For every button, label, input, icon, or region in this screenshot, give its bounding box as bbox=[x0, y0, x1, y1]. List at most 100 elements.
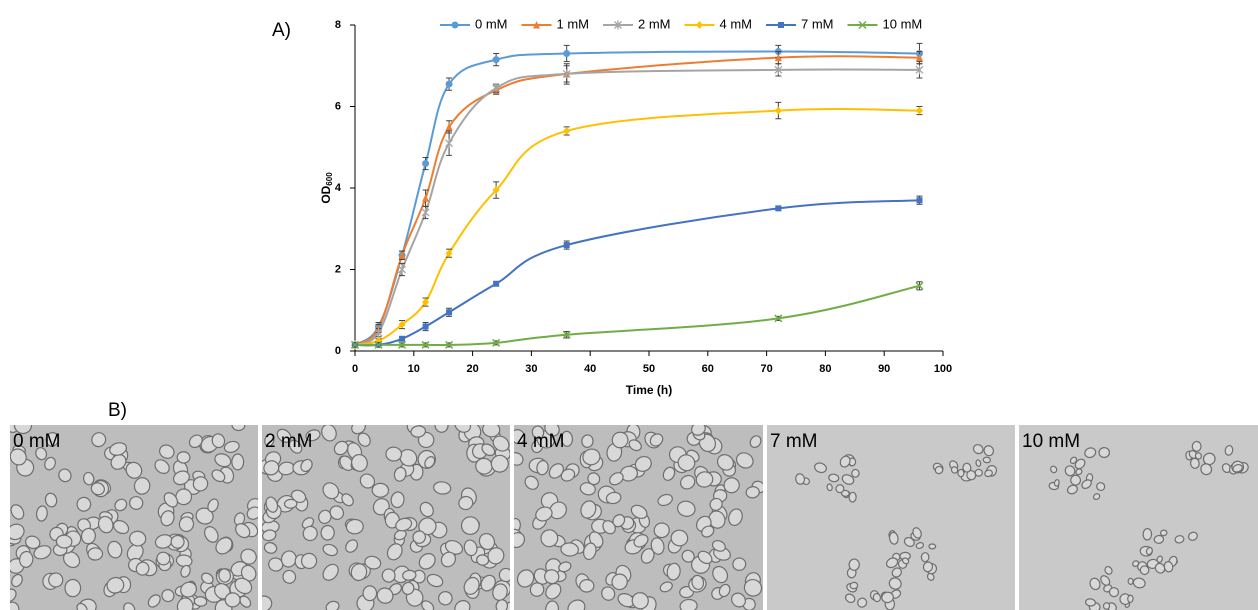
cell bbox=[125, 461, 143, 479]
cell bbox=[697, 550, 713, 565]
marker bbox=[916, 197, 923, 204]
micrograph: 10 mM bbox=[1019, 425, 1258, 610]
cell bbox=[709, 497, 723, 511]
cell bbox=[535, 506, 553, 522]
cell bbox=[224, 592, 241, 608]
cell bbox=[728, 508, 743, 527]
marker bbox=[563, 126, 571, 135]
cell bbox=[1070, 474, 1082, 486]
cell bbox=[454, 599, 471, 610]
cell bbox=[605, 491, 622, 505]
cell bbox=[172, 470, 190, 486]
cell bbox=[480, 574, 496, 592]
cell bbox=[83, 471, 95, 486]
cell bbox=[393, 529, 407, 541]
cell bbox=[650, 537, 665, 555]
cell bbox=[848, 558, 860, 571]
marker bbox=[399, 335, 406, 342]
marker bbox=[915, 53, 923, 62]
legend-marker bbox=[778, 22, 784, 28]
cell bbox=[982, 456, 992, 464]
cell bbox=[1100, 575, 1111, 586]
cell bbox=[487, 547, 505, 565]
cell bbox=[201, 572, 214, 585]
y-tick-label: 8 bbox=[335, 19, 341, 31]
cell bbox=[1142, 527, 1153, 541]
cell bbox=[359, 473, 376, 489]
cell bbox=[133, 477, 151, 495]
series-line bbox=[354, 68, 920, 346]
cell bbox=[231, 453, 245, 471]
cell bbox=[1154, 562, 1166, 574]
cell bbox=[536, 460, 549, 476]
y-axis-title-main: OD bbox=[319, 185, 333, 203]
cell bbox=[10, 448, 27, 466]
cell bbox=[129, 495, 144, 510]
cell bbox=[962, 462, 972, 473]
cell bbox=[653, 522, 670, 539]
cell bbox=[828, 473, 840, 483]
cell bbox=[492, 435, 510, 452]
cell bbox=[1200, 463, 1213, 476]
cell bbox=[602, 520, 616, 535]
cell bbox=[609, 472, 624, 486]
cell bbox=[631, 592, 649, 610]
cell bbox=[376, 587, 394, 604]
cell bbox=[587, 472, 601, 486]
cell bbox=[322, 543, 338, 557]
marker bbox=[422, 160, 430, 168]
cell bbox=[1064, 465, 1076, 477]
marker bbox=[445, 138, 454, 148]
cell bbox=[826, 483, 833, 492]
cell bbox=[835, 484, 845, 494]
cell bbox=[495, 599, 509, 610]
cell bbox=[611, 573, 628, 591]
legend-marker bbox=[696, 21, 703, 29]
cell bbox=[302, 525, 318, 542]
cell bbox=[305, 429, 321, 442]
cell bbox=[662, 466, 676, 481]
x-axis-title: Time (h) bbox=[626, 383, 672, 397]
cell bbox=[498, 567, 510, 583]
cell bbox=[560, 542, 579, 557]
cell bbox=[901, 557, 910, 565]
cell bbox=[19, 550, 34, 568]
cell bbox=[390, 491, 405, 509]
cell bbox=[1232, 463, 1243, 473]
cell bbox=[691, 425, 706, 436]
cell bbox=[582, 448, 601, 466]
cell bbox=[540, 529, 559, 548]
marker bbox=[350, 340, 360, 349]
cell bbox=[735, 452, 754, 469]
cell bbox=[240, 564, 257, 582]
cell bbox=[478, 532, 496, 551]
panel-label: B) bbox=[108, 400, 127, 421]
cell bbox=[341, 493, 354, 507]
cell bbox=[950, 466, 959, 474]
cell bbox=[204, 526, 219, 543]
marker bbox=[374, 328, 383, 338]
cell bbox=[659, 581, 673, 593]
cell bbox=[634, 455, 652, 472]
series-line bbox=[354, 107, 920, 346]
cell bbox=[44, 456, 56, 471]
cell bbox=[840, 489, 850, 497]
panel-label: A) bbox=[272, 20, 291, 41]
marker bbox=[446, 309, 453, 316]
cell bbox=[300, 458, 313, 473]
cell bbox=[691, 574, 705, 591]
cell bbox=[630, 504, 648, 520]
cell bbox=[418, 553, 436, 570]
cell bbox=[922, 561, 934, 573]
marker bbox=[774, 314, 783, 323]
cell bbox=[193, 596, 208, 607]
legend-marker bbox=[533, 21, 540, 29]
cell bbox=[481, 443, 496, 457]
cell bbox=[1221, 463, 1232, 474]
cell bbox=[516, 569, 535, 588]
cell bbox=[1075, 468, 1083, 476]
cell bbox=[743, 578, 763, 597]
cell bbox=[458, 495, 474, 511]
cell bbox=[891, 567, 902, 578]
legend-label: 2 mM bbox=[638, 16, 671, 31]
